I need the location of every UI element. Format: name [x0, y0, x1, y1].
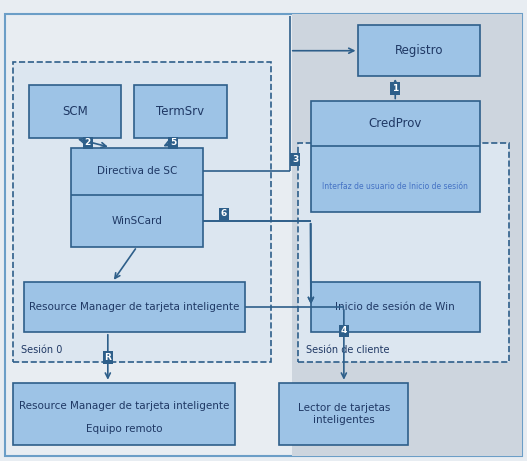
- Text: Inicio de sesión de Win: Inicio de sesión de Win: [335, 302, 455, 312]
- Text: Sesión 0: Sesión 0: [21, 345, 63, 355]
- Text: R: R: [104, 353, 111, 362]
- Text: Interfaz de usuario de Inicio de sesión: Interfaz de usuario de Inicio de sesión: [323, 182, 468, 191]
- Bar: [13, 383, 235, 445]
- Text: 5: 5: [170, 138, 177, 148]
- Text: WinSCard: WinSCard: [112, 216, 162, 226]
- Text: 4: 4: [340, 326, 347, 336]
- Text: Directiva de SC: Directiva de SC: [97, 166, 177, 176]
- Text: Sesión de cliente: Sesión de cliente: [306, 345, 389, 355]
- Bar: [71, 148, 203, 247]
- Bar: [13, 62, 271, 362]
- Text: Resource Manager de tarjeta inteligente: Resource Manager de tarjeta inteligente: [29, 302, 240, 312]
- Bar: [24, 282, 245, 332]
- Text: Equipo remoto: Equipo remoto: [85, 424, 162, 434]
- Text: Lector de tarjetas
inteligentes: Lector de tarjetas inteligentes: [298, 403, 390, 425]
- Text: Resource Manager de tarjeta inteligente: Resource Manager de tarjeta inteligente: [18, 401, 229, 411]
- Bar: [13, 62, 271, 362]
- Text: CredProv: CredProv: [368, 117, 422, 130]
- Bar: [358, 25, 480, 76]
- Text: 2: 2: [84, 138, 91, 148]
- Bar: [298, 143, 509, 362]
- Text: 3: 3: [292, 155, 298, 164]
- Text: TermSrv: TermSrv: [157, 105, 204, 118]
- Bar: [292, 14, 522, 456]
- Bar: [29, 85, 121, 138]
- Bar: [311, 282, 480, 332]
- Text: 6: 6: [221, 209, 227, 219]
- Text: 1: 1: [392, 84, 398, 93]
- Text: SCM: SCM: [62, 105, 88, 118]
- Bar: [279, 383, 408, 445]
- Bar: [311, 101, 480, 212]
- Text: Registro: Registro: [395, 44, 443, 57]
- Bar: [298, 143, 509, 362]
- Bar: [134, 85, 227, 138]
